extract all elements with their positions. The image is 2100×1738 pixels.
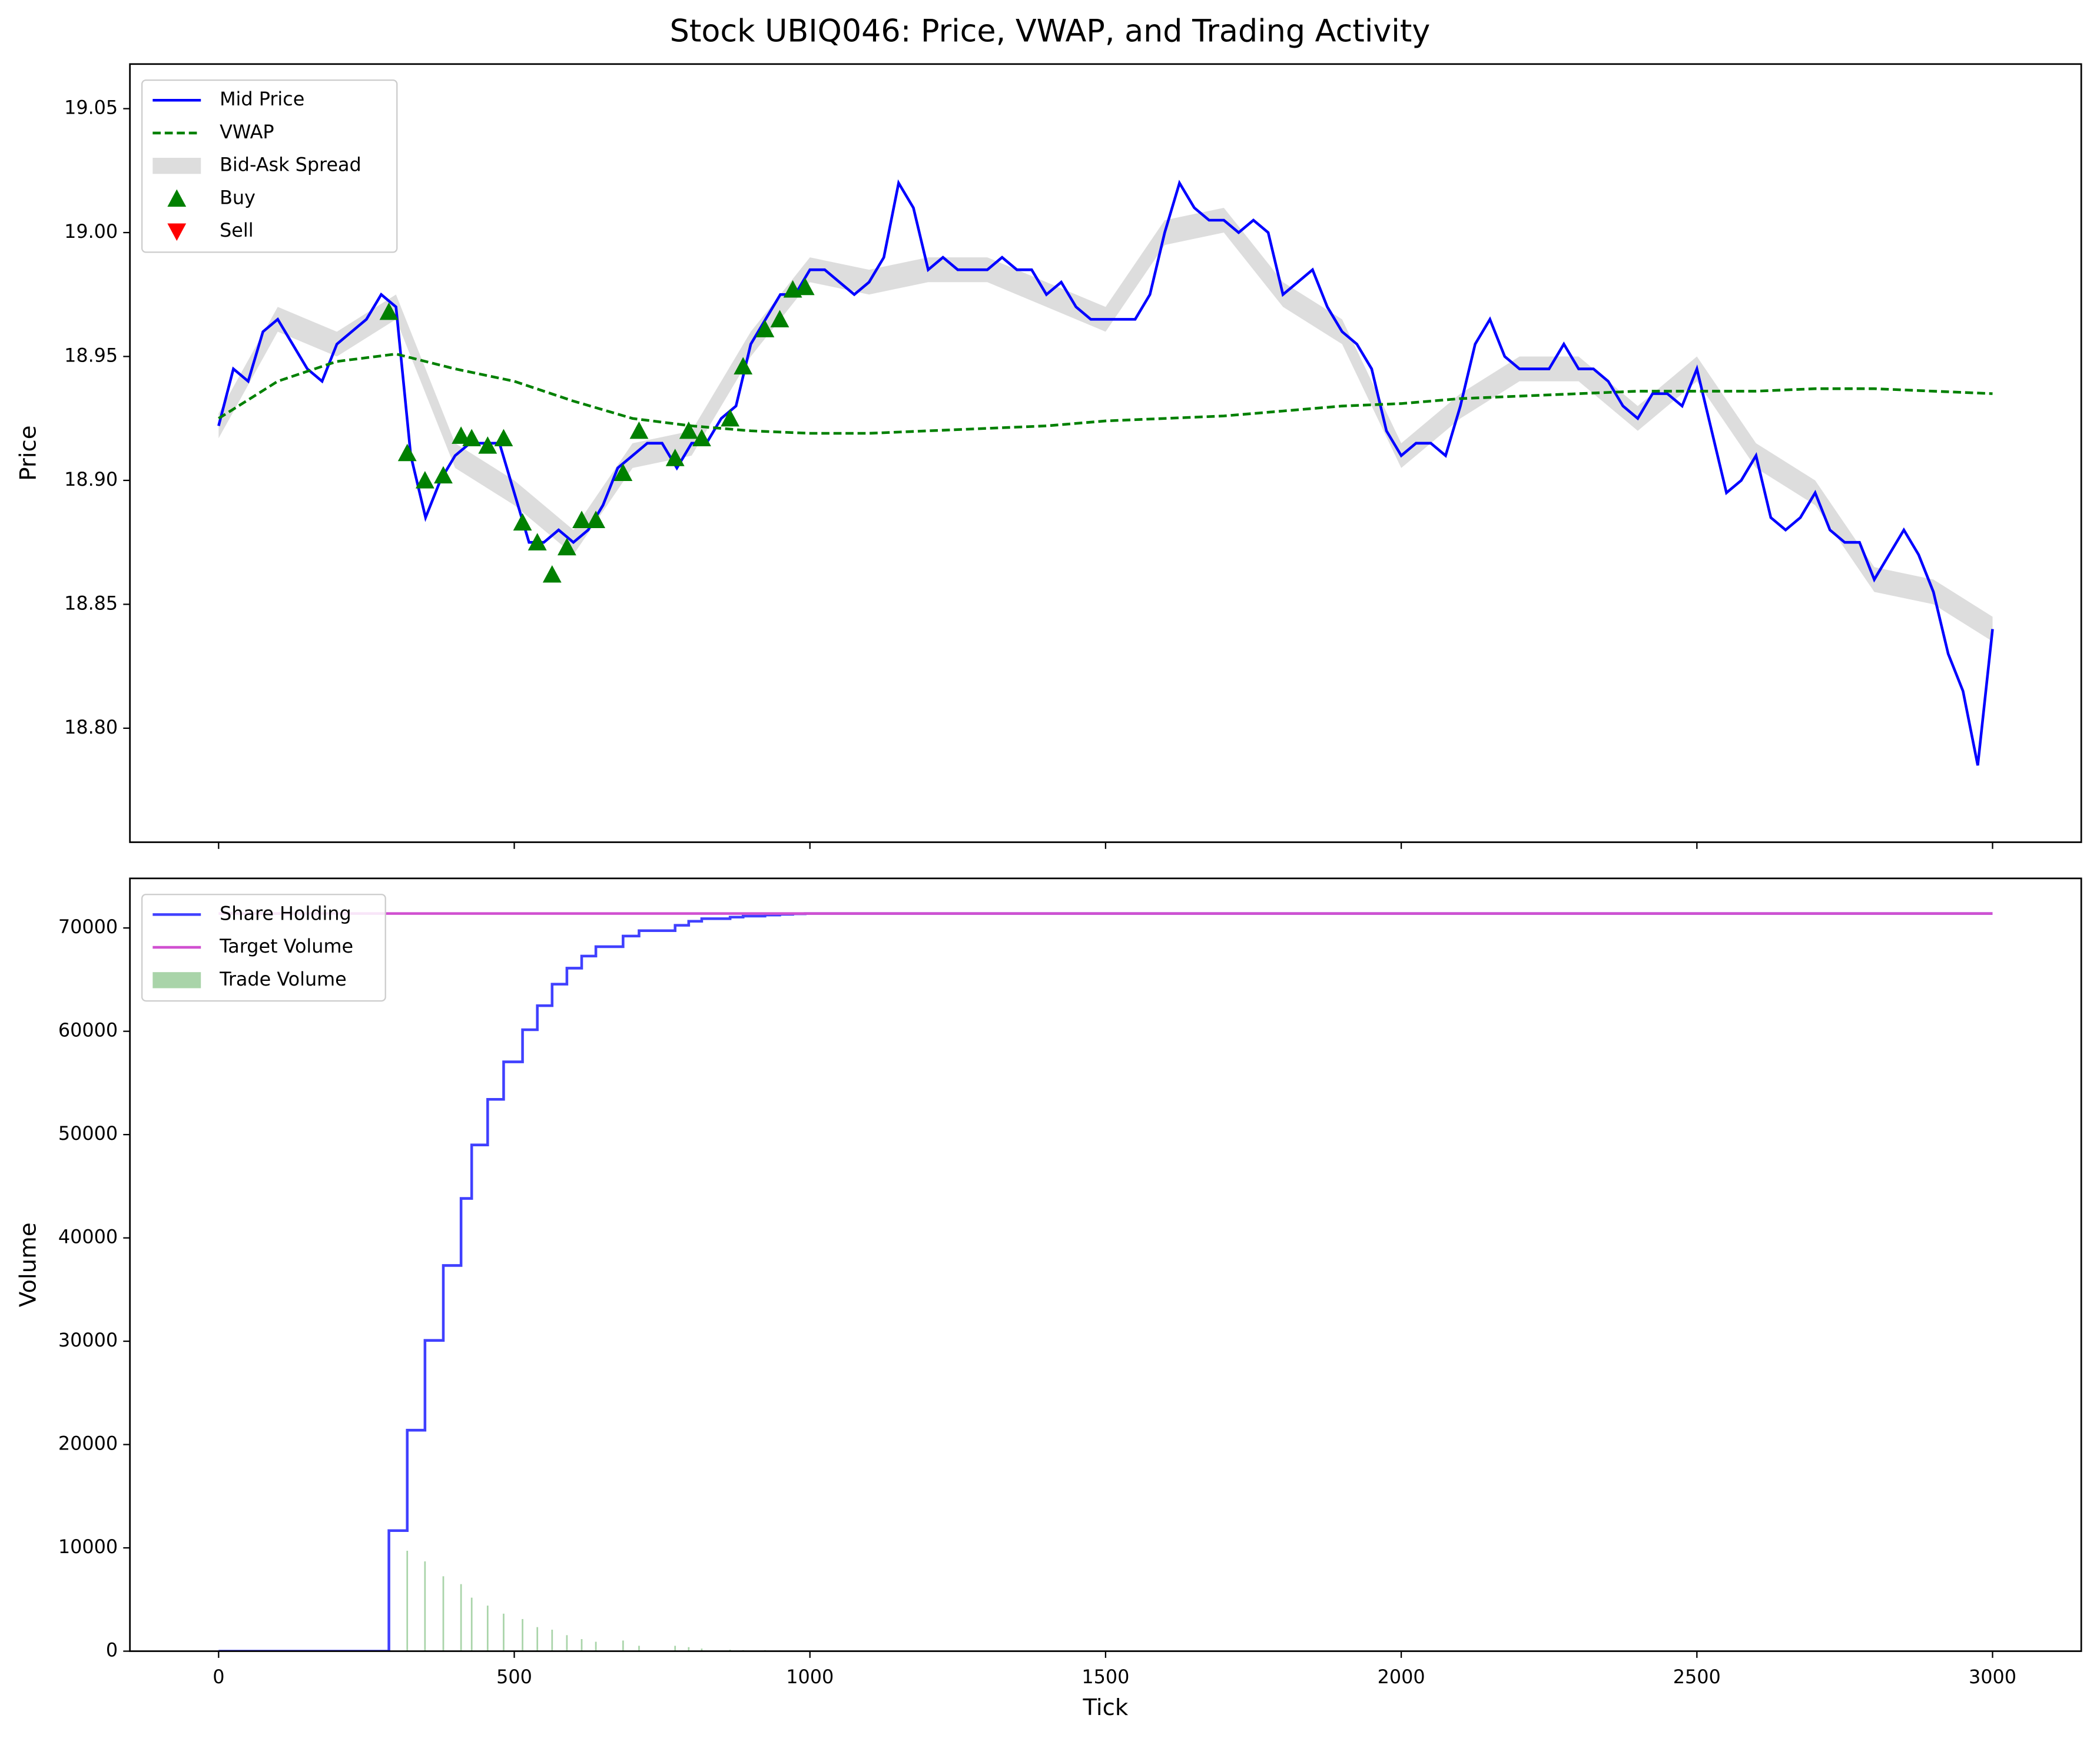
- bar: [460, 1584, 462, 1651]
- figure-title: Stock UBIQ046: Price, VWAP, and Trading …: [670, 13, 1431, 49]
- y-tick-label: 18.80: [64, 716, 118, 738]
- plot-area: [217, 179, 1994, 766]
- marker: [795, 277, 815, 296]
- y-tick-label: 50000: [58, 1122, 118, 1145]
- bar: [486, 1606, 489, 1651]
- marker: [528, 533, 547, 550]
- legend-label: Mid Price: [220, 88, 304, 110]
- y-tick-label: 19.05: [64, 97, 118, 119]
- legend: Share Holding Target Volume Trade Volume: [141, 894, 386, 1002]
- x-tick-label: 3000: [1969, 1666, 2016, 1688]
- legend-label: Sell: [220, 219, 253, 241]
- marker: [665, 449, 685, 466]
- axes-frame: [129, 63, 2082, 843]
- y-tick-label: 18.90: [64, 468, 118, 490]
- bar: [674, 1646, 676, 1651]
- marker: [494, 429, 513, 447]
- y-tick-label: 19.00: [64, 220, 118, 243]
- marker: [434, 466, 453, 484]
- bar: [424, 1561, 426, 1651]
- line: [217, 179, 1994, 766]
- y-tick-label: 0: [106, 1639, 118, 1661]
- y-tick-label: 18.95: [64, 344, 118, 366]
- marker: [755, 320, 775, 337]
- bar: [551, 1630, 553, 1651]
- bar: [442, 1576, 444, 1651]
- marker: [478, 436, 497, 454]
- marker: [679, 421, 698, 439]
- marker: [572, 510, 591, 528]
- marker: [721, 409, 740, 427]
- axes-frame: [129, 877, 2082, 1652]
- legend-label: Buy: [220, 186, 256, 208]
- y-tick-label: 70000: [58, 916, 118, 938]
- y-tick-label: 20000: [58, 1432, 118, 1455]
- bar: [622, 1640, 624, 1651]
- marker: [586, 510, 606, 528]
- bar: [536, 1627, 539, 1651]
- bar: [701, 1649, 703, 1651]
- x-axis-label: Tick: [1083, 1694, 1129, 1721]
- legend-swatch: [167, 189, 187, 207]
- legend-label: Target Volume: [219, 935, 353, 957]
- x-tick-label: 1000: [786, 1666, 834, 1688]
- x-tick-label: 2500: [1673, 1666, 1721, 1688]
- marker: [415, 471, 434, 489]
- marker: [734, 357, 753, 374]
- y-tick-label: 18.85: [64, 592, 118, 614]
- step-line: [218, 912, 1993, 1651]
- spread-band: [218, 207, 1993, 642]
- legend: Mid Price VWAP Bid-Ask Spread Buy Sell: [141, 79, 398, 253]
- legend-box: [141, 79, 398, 253]
- bar: [406, 1550, 409, 1651]
- marker: [397, 443, 417, 462]
- marker: [770, 310, 789, 328]
- marker: [513, 513, 532, 531]
- legend-label: Bid-Ask Spread: [220, 154, 361, 176]
- y-axis-label: Price: [15, 425, 42, 480]
- y-tick-label: 30000: [58, 1329, 118, 1351]
- bar: [688, 1647, 690, 1651]
- x-tick-label: 0: [213, 1666, 224, 1688]
- legend-label: Trade Volume: [219, 968, 347, 990]
- y-tick-label: 60000: [58, 1019, 118, 1042]
- y-axis-label: Volume: [15, 1222, 42, 1307]
- marker: [629, 421, 649, 439]
- legend-swatch: [167, 223, 187, 241]
- legend-swatch: [152, 972, 201, 989]
- bar: [638, 1646, 640, 1651]
- plot-area: [218, 912, 1993, 1651]
- legend-label: Share Holding: [220, 902, 351, 924]
- y-tick-label: 40000: [58, 1226, 118, 1248]
- bar: [580, 1639, 583, 1651]
- legend-label: VWAP: [220, 121, 274, 143]
- bar: [470, 1597, 473, 1651]
- marker: [379, 302, 399, 320]
- marker: [557, 538, 576, 556]
- bar: [595, 1641, 597, 1651]
- marker: [613, 463, 633, 481]
- bar: [522, 1618, 523, 1651]
- marker: [692, 429, 711, 447]
- legend-swatch: [152, 158, 201, 174]
- y-tick-label: 10000: [58, 1535, 118, 1558]
- marker: [452, 426, 471, 444]
- x-tick-label: 2000: [1378, 1666, 1425, 1688]
- x-tick-label: 1500: [1081, 1666, 1129, 1688]
- legend-box: [141, 894, 386, 1002]
- marker: [542, 565, 562, 583]
- x-tick-label: 500: [496, 1666, 532, 1688]
- marker: [462, 429, 482, 447]
- line: [218, 352, 1993, 435]
- bar: [503, 1613, 505, 1651]
- bar: [566, 1635, 568, 1651]
